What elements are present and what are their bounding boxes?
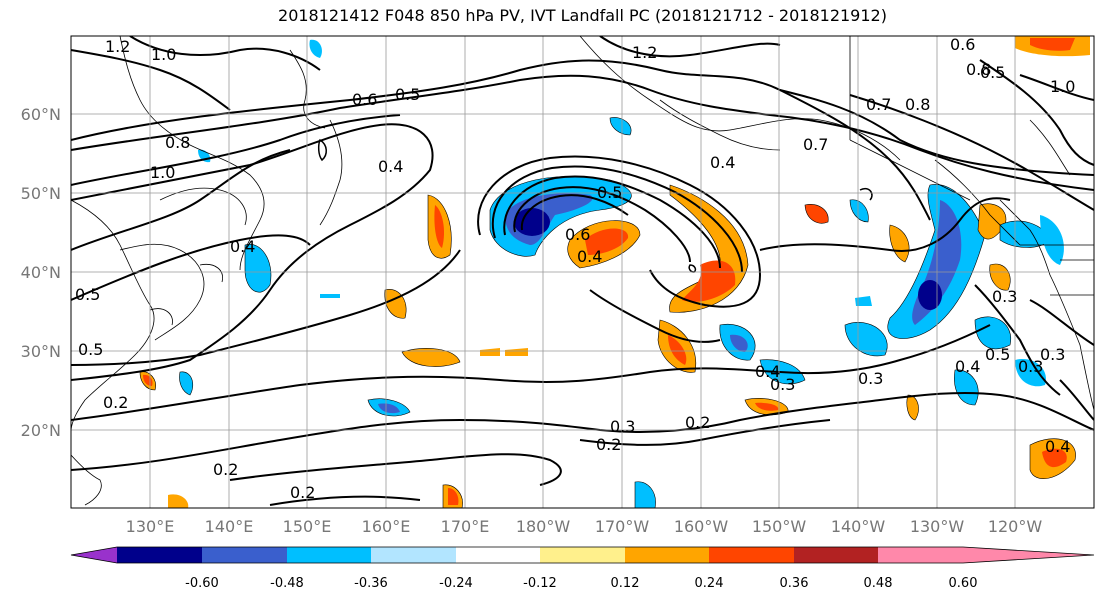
colorbar-bin [794, 547, 878, 563]
contour-label: 0.6 [565, 225, 590, 244]
contour-label: 0.8 [966, 60, 991, 79]
longitude-labels: 130°E 140°E 150°E 160°E 170°E 180°W 170°… [126, 517, 1043, 536]
lon-tick-label: 170°W [595, 517, 650, 536]
contour-label: 0.4 [378, 157, 403, 176]
contour-label: 0.4 [1045, 437, 1070, 456]
contour-label: 0.3 [770, 375, 795, 394]
colorbar-bin [287, 547, 371, 563]
map-title: 2018121412 F048 850 hPa PV, IVT Landfall… [278, 6, 887, 25]
colorbar-bin [709, 547, 794, 563]
contour-label: 0.5 [597, 183, 622, 202]
colorbar-label: -0.24 [439, 576, 473, 591]
lon-tick-label: 160°W [674, 517, 729, 536]
contour-label: 0.6 [950, 35, 975, 54]
contour-label: 0.4 [577, 247, 602, 266]
contour-label: 1.0 [150, 163, 175, 182]
colorbar-bin [625, 547, 709, 563]
colorbar-label: -0.60 [185, 576, 219, 591]
contour-label: 0.4 [230, 237, 255, 256]
colorbar-label: 0.12 [611, 576, 640, 591]
lat-tick-label: 60°N [21, 105, 61, 124]
lat-tick-label: 50°N [21, 184, 61, 203]
contour-label: 0.3 [1040, 345, 1065, 364]
lon-tick-label: 140°E [205, 517, 254, 536]
contour-label: 0.8 [905, 95, 930, 114]
lon-tick-label: 180°W [516, 517, 571, 536]
contour-label: 0.7 [866, 95, 891, 114]
map-frame [70, 35, 1095, 509]
colorbar-label: -0.48 [270, 576, 304, 591]
contour-label: 0.5 [75, 285, 100, 304]
colorbar-label: 0.24 [695, 576, 724, 591]
contour-label: 0.4 [955, 357, 980, 376]
contour-label: 0.7 [803, 135, 828, 154]
colorbar-extend-high [878, 547, 1094, 563]
contour-label: 0.3 [1018, 357, 1043, 376]
colorbar-extend-low [71, 547, 117, 563]
contour-label: 0.4 [755, 362, 780, 381]
lon-tick-label: 140°W [831, 517, 886, 536]
contour-label: 0.2 [596, 435, 621, 454]
contour-label: 0.5 [980, 63, 1005, 82]
colorbar-label: 0.48 [864, 576, 893, 591]
lon-tick-label: 150°E [283, 517, 332, 536]
contour-label: 0.2 [290, 483, 315, 502]
contour-label: 1.0 [1050, 77, 1075, 96]
colorbar-bin [202, 547, 287, 563]
lon-tick-label: 150°W [752, 517, 807, 536]
contour-label: 0.3 [610, 417, 635, 436]
lon-tick-label: 160°E [362, 517, 411, 536]
lon-tick-label: 120°W [988, 517, 1043, 536]
contour-label: 1.2 [632, 43, 657, 62]
colorbar-label: -0.12 [523, 576, 557, 591]
contour-label: 0.8 [165, 133, 190, 152]
latitude-labels: 60°N 50°N 40°N 30°N 20°N [21, 105, 61, 440]
contour-label: 0.2 [103, 393, 128, 412]
colorbar-label: 0.60 [949, 576, 978, 591]
gridlines [71, 36, 1094, 508]
contour-label: 0.5 [985, 345, 1010, 364]
colorbar-label: -0.36 [354, 576, 388, 591]
lon-tick-label: 130°W [910, 517, 965, 536]
lat-tick-label: 30°N [21, 342, 61, 361]
lat-tick-label: 20°N [21, 421, 61, 440]
pv-contours [71, 36, 1094, 506]
colorbar-bin [456, 547, 540, 563]
colorbar-label: 0.36 [780, 576, 809, 591]
colorbar-bin [117, 547, 202, 563]
contour-label: 0.2 [685, 413, 710, 432]
colorbar-bin [371, 547, 456, 563]
contour-label: 1.0 [151, 45, 176, 64]
lat-tick-label: 40°N [21, 263, 61, 282]
contour-label: 0.3 [858, 369, 883, 388]
contour-label: 0.5 [395, 85, 420, 104]
pv-shading [139, 36, 1090, 508]
colorbar-bin [540, 547, 625, 563]
contour-label: 0.6 [352, 90, 377, 109]
contour-labels: 1.2 1.0 1.2 0.6 0.5 0.8 0.5 1.0 0.8 1.0 … [75, 35, 1075, 502]
colorbar: -0.60 -0.48 -0.36 -0.24 -0.12 0.12 0.24 … [70, 546, 1095, 591]
contour-label: 0.2 [213, 460, 238, 479]
contour-label: 0.4 [710, 153, 735, 172]
contour-label: 1.2 [105, 37, 130, 56]
lon-tick-label: 170°E [441, 517, 490, 536]
lon-tick-label: 130°E [126, 517, 175, 536]
contour-label: 0.5 [78, 340, 103, 359]
contour-label: 0.3 [992, 287, 1017, 306]
